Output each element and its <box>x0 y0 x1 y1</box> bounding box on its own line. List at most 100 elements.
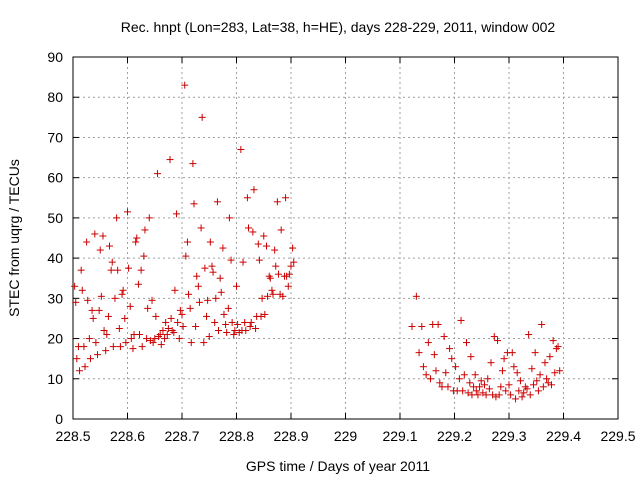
data-point <box>516 377 524 385</box>
data-point <box>138 343 146 351</box>
data-point <box>408 322 416 330</box>
data-point <box>512 395 520 403</box>
y-tick-label: 60 <box>47 170 63 186</box>
data-point <box>254 240 262 248</box>
data-point <box>464 389 472 397</box>
x-tick-label: 229.2 <box>437 428 472 444</box>
data-point <box>520 389 528 397</box>
data-point <box>175 335 183 343</box>
data-point <box>412 292 420 300</box>
data-point <box>531 349 539 357</box>
data-point <box>424 339 432 347</box>
data-point <box>149 339 157 347</box>
data-point <box>255 256 263 264</box>
data-point <box>257 312 265 320</box>
data-point <box>500 355 508 363</box>
data-point <box>470 383 478 391</box>
x-axis-label: GPS time / Days of year 2011 <box>246 458 430 474</box>
data-point <box>80 343 88 351</box>
data-point <box>484 375 492 383</box>
data-point <box>143 335 151 343</box>
data-point <box>269 290 277 298</box>
data-point <box>122 339 130 347</box>
data-point <box>84 296 92 304</box>
data-point <box>468 391 476 399</box>
data-point <box>525 331 533 339</box>
data-point <box>432 367 440 375</box>
data-point <box>97 292 105 300</box>
data-point <box>242 327 250 335</box>
x-tick-label: 228.7 <box>164 428 199 444</box>
data-point <box>543 375 551 383</box>
x-axis-ticks: 228.5 228.6 228.7 228.8 228.9 229 229.1 229.2 22… <box>55 57 636 444</box>
x-tick-label: 229.5 <box>600 428 635 444</box>
data-point <box>490 333 498 341</box>
data-point <box>86 355 94 363</box>
data-point <box>157 341 165 349</box>
y-tick-label: 50 <box>47 210 63 226</box>
data-point <box>193 272 201 280</box>
data-point <box>206 238 214 246</box>
data-point <box>487 359 495 367</box>
y-tick-label: 0 <box>55 411 63 427</box>
data-point <box>539 383 547 391</box>
data-point <box>96 246 104 254</box>
data-point <box>100 327 108 335</box>
x-tick-label: 228.6 <box>110 428 145 444</box>
data-point <box>515 387 523 395</box>
data-point <box>494 337 502 345</box>
data-point <box>118 290 126 298</box>
data-point <box>534 387 542 395</box>
data-point <box>434 320 442 328</box>
data-point <box>170 329 178 337</box>
data-point <box>153 170 161 178</box>
data-point <box>477 377 485 385</box>
data-point <box>121 314 129 322</box>
x-tick-label: 229.4 <box>546 428 581 444</box>
x-tick-label: 228.9 <box>273 428 308 444</box>
data-point <box>457 316 465 324</box>
data-point <box>246 322 254 330</box>
data-point <box>285 270 293 278</box>
data-point <box>419 363 427 371</box>
data-point <box>183 238 191 246</box>
data-point <box>546 353 554 361</box>
data-point <box>176 306 184 314</box>
data-point <box>215 327 223 335</box>
data-point <box>279 292 287 300</box>
data-point <box>192 322 200 330</box>
data-point <box>197 224 205 232</box>
data-point <box>467 353 475 361</box>
data-point <box>71 282 79 290</box>
data-point <box>72 298 80 306</box>
data-point <box>289 244 297 252</box>
data-point <box>476 383 484 391</box>
data-point <box>212 294 220 302</box>
data-point <box>438 383 446 391</box>
data-point <box>223 329 231 337</box>
data-point <box>272 262 280 270</box>
x-tick-label: 228.5 <box>55 428 90 444</box>
data-point <box>526 391 534 399</box>
data-point <box>472 387 480 395</box>
data-point <box>502 387 510 395</box>
data-point <box>551 369 559 377</box>
data-point <box>541 359 549 367</box>
data-point <box>262 242 270 250</box>
data-point <box>111 294 119 302</box>
data-point <box>510 363 518 371</box>
data-point <box>109 343 117 351</box>
data-point <box>83 238 91 246</box>
data-point <box>161 335 169 343</box>
data-point <box>480 381 488 389</box>
data-point <box>513 369 521 377</box>
data-point <box>459 387 467 395</box>
data-point <box>277 226 285 234</box>
data-point <box>171 286 179 294</box>
grid-layer <box>73 57 618 419</box>
data-point <box>422 371 430 379</box>
data-point <box>227 256 235 264</box>
data-point <box>548 381 556 389</box>
data-point <box>250 186 258 194</box>
